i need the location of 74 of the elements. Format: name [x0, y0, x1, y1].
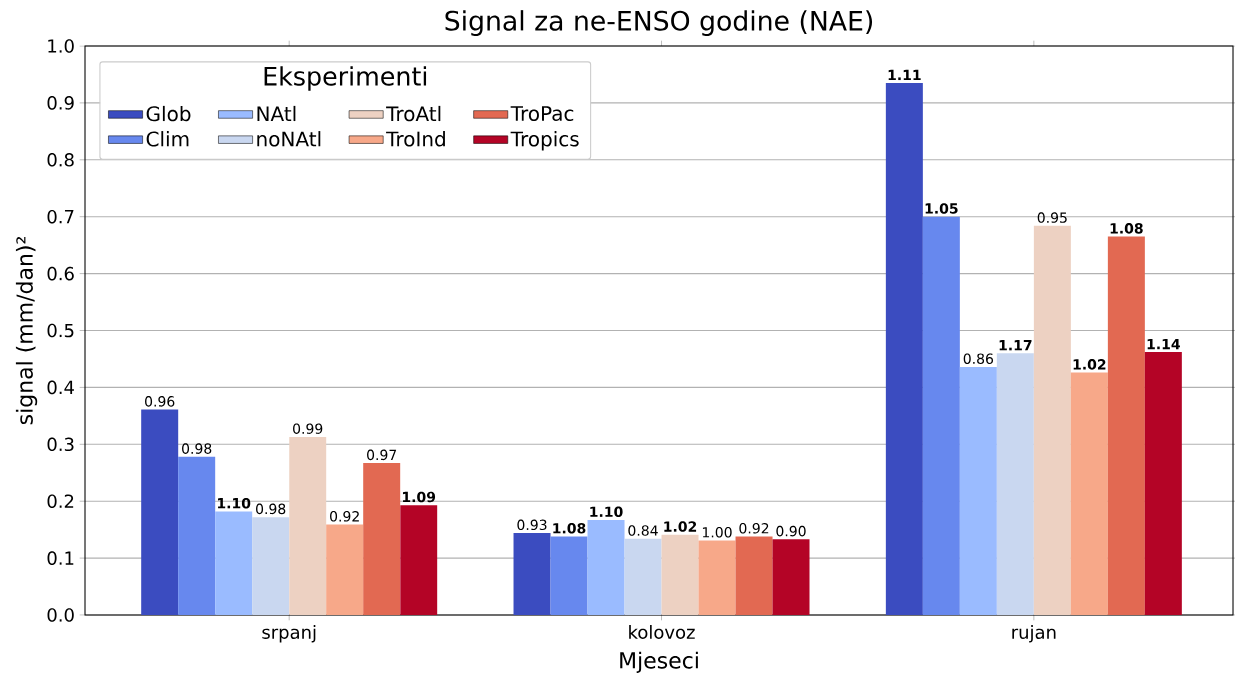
- bar: [1070, 372, 1108, 615]
- annotation: 1.02: [1073, 359, 1106, 370]
- bar: [215, 511, 253, 615]
- legend-title: Eksperimenti: [264, 66, 427, 91]
- bar: [178, 456, 216, 615]
- bar: [326, 524, 364, 615]
- annotation: 0.86: [963, 353, 994, 364]
- legend-label: TroInd: [386, 131, 445, 147]
- annotation: 1.14: [1147, 338, 1180, 350]
- annotation: 1.00: [702, 526, 732, 538]
- bar: [661, 534, 699, 615]
- bar: [624, 538, 662, 615]
- bar: [1144, 352, 1182, 615]
- bar: [289, 436, 327, 615]
- annotation: 1.17: [999, 340, 1032, 351]
- bar: [959, 366, 997, 615]
- y-tick-label: 1.0: [48, 39, 74, 53]
- bar: [922, 216, 960, 615]
- annotation: 0.97: [367, 449, 397, 461]
- bar: [996, 353, 1034, 615]
- annotation: 0.96: [145, 396, 175, 407]
- y-axis-title: signal (mm/dan)²: [15, 237, 38, 425]
- annotation: 0.84: [628, 525, 658, 536]
- x-axis-title: Mjeseci: [620, 651, 698, 673]
- chart-title: Signal za ne-ENSO godine (NAE): [445, 10, 873, 36]
- annotation: 0.92: [330, 511, 359, 522]
- bar: [587, 519, 625, 615]
- annotation: 1.10: [590, 506, 623, 518]
- y-tick-label: 0.5: [47, 323, 74, 338]
- bar: [252, 517, 290, 615]
- legend-label: NAtl: [257, 105, 296, 122]
- legend-label: TroAtl: [386, 105, 441, 122]
- bar: [1107, 236, 1145, 615]
- bar: [363, 463, 401, 615]
- x-tick-label: srpanj: [262, 625, 316, 643]
- bar: [1033, 225, 1071, 615]
- y-tick-label: 0.0: [47, 608, 74, 622]
- annotation: 0.98: [182, 443, 212, 454]
- x-tick-label: rujan: [1012, 625, 1056, 643]
- y-tick-label: 0.8: [47, 152, 74, 167]
- annotation: 0.98: [256, 503, 286, 515]
- annotation: 1.05: [925, 203, 958, 214]
- bar: [400, 505, 438, 615]
- y-tick-label: 0.4: [47, 380, 74, 395]
- y-tick-label: 0.9: [47, 96, 74, 110]
- y-tick-label: 0.2: [47, 494, 74, 508]
- bar: [735, 536, 773, 615]
- annotation: 1.08: [553, 522, 586, 534]
- y-tick-label: 0.1: [47, 551, 74, 565]
- bar: [772, 539, 810, 615]
- bar: [513, 533, 551, 615]
- y-tick-label: 0.7: [47, 209, 74, 224]
- x-tick-label: kolovoz: [629, 625, 695, 639]
- bar: [885, 82, 923, 615]
- annotation: 1.09: [402, 491, 436, 503]
- legend-label: Glob: [146, 105, 191, 122]
- annotation: 0.92: [739, 522, 769, 534]
- legend-label: noNAtl: [257, 131, 321, 147]
- bar: [698, 540, 736, 615]
- annotation: 1.10: [217, 497, 251, 509]
- legend-label: Clim: [146, 131, 189, 147]
- annotation: 1.02: [664, 521, 697, 532]
- annotation: 0.95: [1037, 212, 1067, 223]
- bar: [141, 409, 179, 615]
- annotation: 0.99: [293, 423, 323, 434]
- annotation: 1.08: [1110, 223, 1143, 234]
- annotation: 0.93: [517, 519, 547, 531]
- legend-label: TroPac: [510, 106, 574, 122]
- bar: [550, 536, 588, 615]
- y-tick-label: 0.6: [47, 266, 74, 281]
- legend-label: Tropics: [510, 131, 579, 151]
- y-tick-label: 0.3: [47, 437, 74, 452]
- annotation: 1.11: [888, 69, 921, 81]
- annotation: 0.90: [776, 525, 806, 537]
